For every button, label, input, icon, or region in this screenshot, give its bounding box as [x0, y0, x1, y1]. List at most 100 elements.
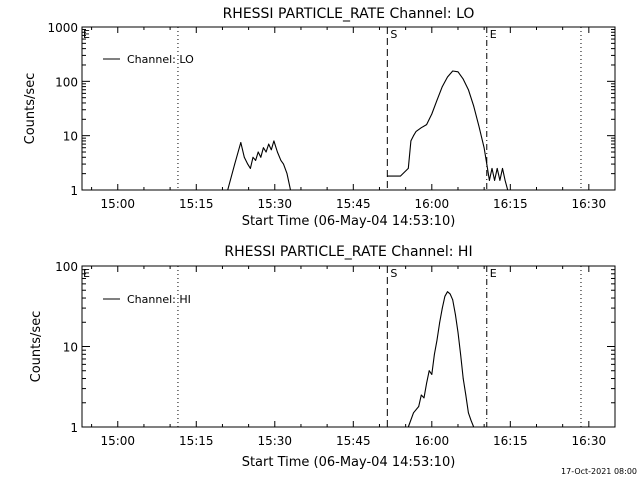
data-point: [441, 307, 443, 309]
x-tick-label: 15:30: [257, 197, 292, 211]
data-point: [286, 173, 288, 175]
data-point: [255, 160, 256, 161]
data-point: [473, 105, 475, 107]
data-point: [509, 189, 511, 191]
data-point: [468, 89, 469, 91]
panel-2: RHESSI PARTICLE_RATE Channel: HI 15:00 15:…: [29, 244, 616, 470]
data-point: [227, 189, 229, 191]
data-point: [499, 180, 501, 181]
data-point: [268, 143, 270, 145]
data-point: [400, 175, 401, 177]
data-point: [410, 140, 412, 142]
data-point: [413, 135, 414, 137]
data-point: [457, 331, 459, 333]
data-point: [434, 353, 435, 355]
data-point: [504, 180, 506, 181]
event-marker-label: S: [390, 28, 397, 41]
data-point: [280, 160, 282, 161]
data-point: [270, 149, 272, 151]
data-point: [431, 374, 433, 375]
data-point: [447, 76, 448, 78]
data-point: [436, 339, 438, 341]
chart-title: RHESSI PARTICLE_RATE Channel: LO: [223, 6, 475, 22]
data-point: [426, 124, 427, 125]
y-tick-label: 1: [70, 184, 78, 198]
x-axis-label: Start Time (06-May-04 14:53:10): [242, 214, 456, 229]
data-point: [423, 397, 425, 399]
data-point: [265, 151, 267, 153]
legend-label: Channel: LO: [127, 53, 194, 66]
x-tick-label: 15:45: [336, 197, 371, 211]
footer-timestamp: 17-Oct-2021 08:00: [561, 467, 637, 476]
panel-1: RHESSI PARTICLE_RATE Channel: LO 15:00 15:…: [23, 6, 616, 229]
data-point: [386, 175, 388, 177]
x-tick-label: 16:30: [572, 434, 607, 448]
data-point: [420, 394, 422, 396]
event-marker-label: E: [490, 267, 497, 280]
data-point: [462, 78, 464, 80]
data-point: [452, 299, 454, 301]
x-tick-label: 15:15: [179, 434, 214, 448]
y-tick-label: 10: [63, 130, 78, 144]
data-point: [290, 189, 291, 191]
data-point: [407, 167, 409, 169]
chart-title: RHESSI PARTICLE_RATE Channel: HI: [224, 244, 472, 260]
x-tick-label: 16:00: [415, 434, 450, 448]
data-point: [273, 140, 275, 142]
data-point: [277, 151, 278, 153]
data-point: [460, 353, 461, 355]
data-point: [428, 370, 430, 372]
data-point: [496, 167, 498, 169]
data-point: [439, 321, 441, 323]
data-point: [240, 142, 242, 143]
edge-marker-label: E: [83, 267, 90, 280]
y-tick-label: 100: [55, 260, 78, 274]
data-point: [441, 86, 443, 87]
data-point: [478, 125, 480, 127]
x-tick-label: 15:00: [100, 434, 135, 448]
data-point: [247, 163, 249, 165]
x-tick-label: 15:30: [257, 434, 292, 448]
data-point: [447, 291, 448, 293]
x-tick-label: 16:15: [493, 434, 528, 448]
data-point: [465, 394, 467, 396]
data-point: [418, 406, 420, 407]
x-tick-label: 15:15: [179, 197, 214, 211]
data-point: [426, 382, 427, 384]
data-point: [462, 378, 464, 379]
y-tick-label: 1000: [47, 21, 78, 35]
data-point: [420, 127, 422, 129]
data-point: [468, 412, 469, 414]
y-tick-label: 100: [55, 75, 78, 89]
data-point: [243, 156, 245, 158]
data-point: [502, 167, 503, 169]
x-axis-label: Start Time (06-May-04 14:53:10): [242, 455, 456, 470]
y-axis-label: Counts/sec: [23, 73, 38, 145]
data-point: [257, 151, 259, 153]
data-point: [454, 314, 456, 315]
data-point: [431, 113, 433, 115]
data-point: [470, 420, 472, 422]
data-point: [415, 130, 417, 132]
x-tick-label: 16:15: [493, 197, 528, 211]
data-point: [491, 167, 493, 169]
data-point: [252, 156, 254, 158]
series-line-segment: [227, 140, 292, 191]
data-point: [449, 293, 451, 295]
data-point: [488, 180, 490, 181]
data-point: [263, 147, 264, 149]
data-point: [413, 412, 414, 414]
y-axis-label: Counts/sec: [29, 311, 44, 383]
data-point: [483, 147, 485, 149]
event-marker-label: S: [390, 267, 397, 280]
data-point: [507, 189, 509, 191]
data-point: [249, 167, 251, 169]
data-point: [283, 163, 284, 165]
event-marker-label: E: [490, 28, 497, 41]
x-tick-label: 16:00: [415, 197, 450, 211]
series-line-segment: [407, 291, 475, 428]
x-tick-label: 15:45: [336, 434, 371, 448]
data-point: [444, 295, 446, 297]
legend-label: Channel: HI: [127, 293, 191, 306]
